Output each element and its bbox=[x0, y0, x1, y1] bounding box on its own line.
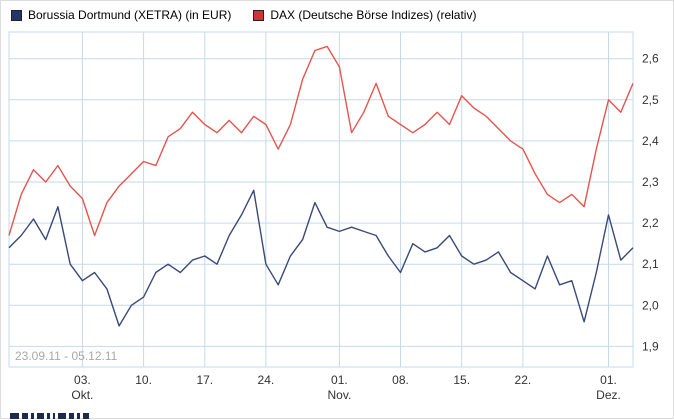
x-tick-day-label: 01. bbox=[600, 373, 617, 387]
chart-legend: Borussia Dortmund (XETRA) (in EUR) DAX (… bbox=[11, 8, 476, 22]
legend-label-bvb: Borussia Dortmund (XETRA) (in EUR) bbox=[28, 8, 232, 22]
x-tick-day-label: 01. bbox=[331, 373, 348, 387]
x-tick-day-label: 10. bbox=[135, 373, 152, 387]
y-tick-label: 2,5 bbox=[642, 93, 659, 107]
x-tick-month-label: Dez. bbox=[596, 388, 621, 402]
x-tick-day-label: 08. bbox=[392, 373, 409, 387]
x-tick-day-label: 17. bbox=[196, 373, 213, 387]
legend-entry-bvb: Borussia Dortmund (XETRA) (in EUR) bbox=[11, 8, 231, 22]
y-tick-label: 2,1 bbox=[642, 257, 659, 271]
x-tick-day-label: 15. bbox=[453, 373, 470, 387]
y-tick-label: 2,6 bbox=[642, 52, 659, 66]
y-tick-label: 2,3 bbox=[642, 175, 659, 189]
y-tick-label: 1,9 bbox=[642, 339, 659, 353]
plot-area bbox=[8, 31, 634, 368]
series-line-dax bbox=[8, 45, 634, 237]
series-line-bvb bbox=[8, 189, 634, 327]
x-tick-month-label: Okt. bbox=[71, 388, 93, 402]
y-tick-label: 2,4 bbox=[642, 134, 659, 148]
clipped-footer-text-fragment bbox=[10, 413, 89, 420]
legend-label-dax: DAX (Deutsche Börse Indizes) (relativ) bbox=[270, 8, 477, 22]
bvb-series-swatch-icon bbox=[11, 9, 22, 21]
watermark-date-range: 23.09.11 - 05.12.11 bbox=[15, 349, 118, 363]
x-tick-day-label: 24. bbox=[258, 373, 275, 387]
legend-entry-dax: DAX (Deutsche Börse Indizes) (relativ) bbox=[253, 8, 476, 22]
y-tick-label: 2,0 bbox=[642, 298, 659, 312]
y-tick-label: 2,2 bbox=[642, 216, 659, 230]
x-tick-month-label: Nov. bbox=[328, 388, 352, 402]
x-tick-day-label: 22. bbox=[515, 373, 532, 387]
x-tick-day-label: 03. bbox=[74, 373, 91, 387]
dax-series-swatch-icon bbox=[253, 9, 265, 21]
